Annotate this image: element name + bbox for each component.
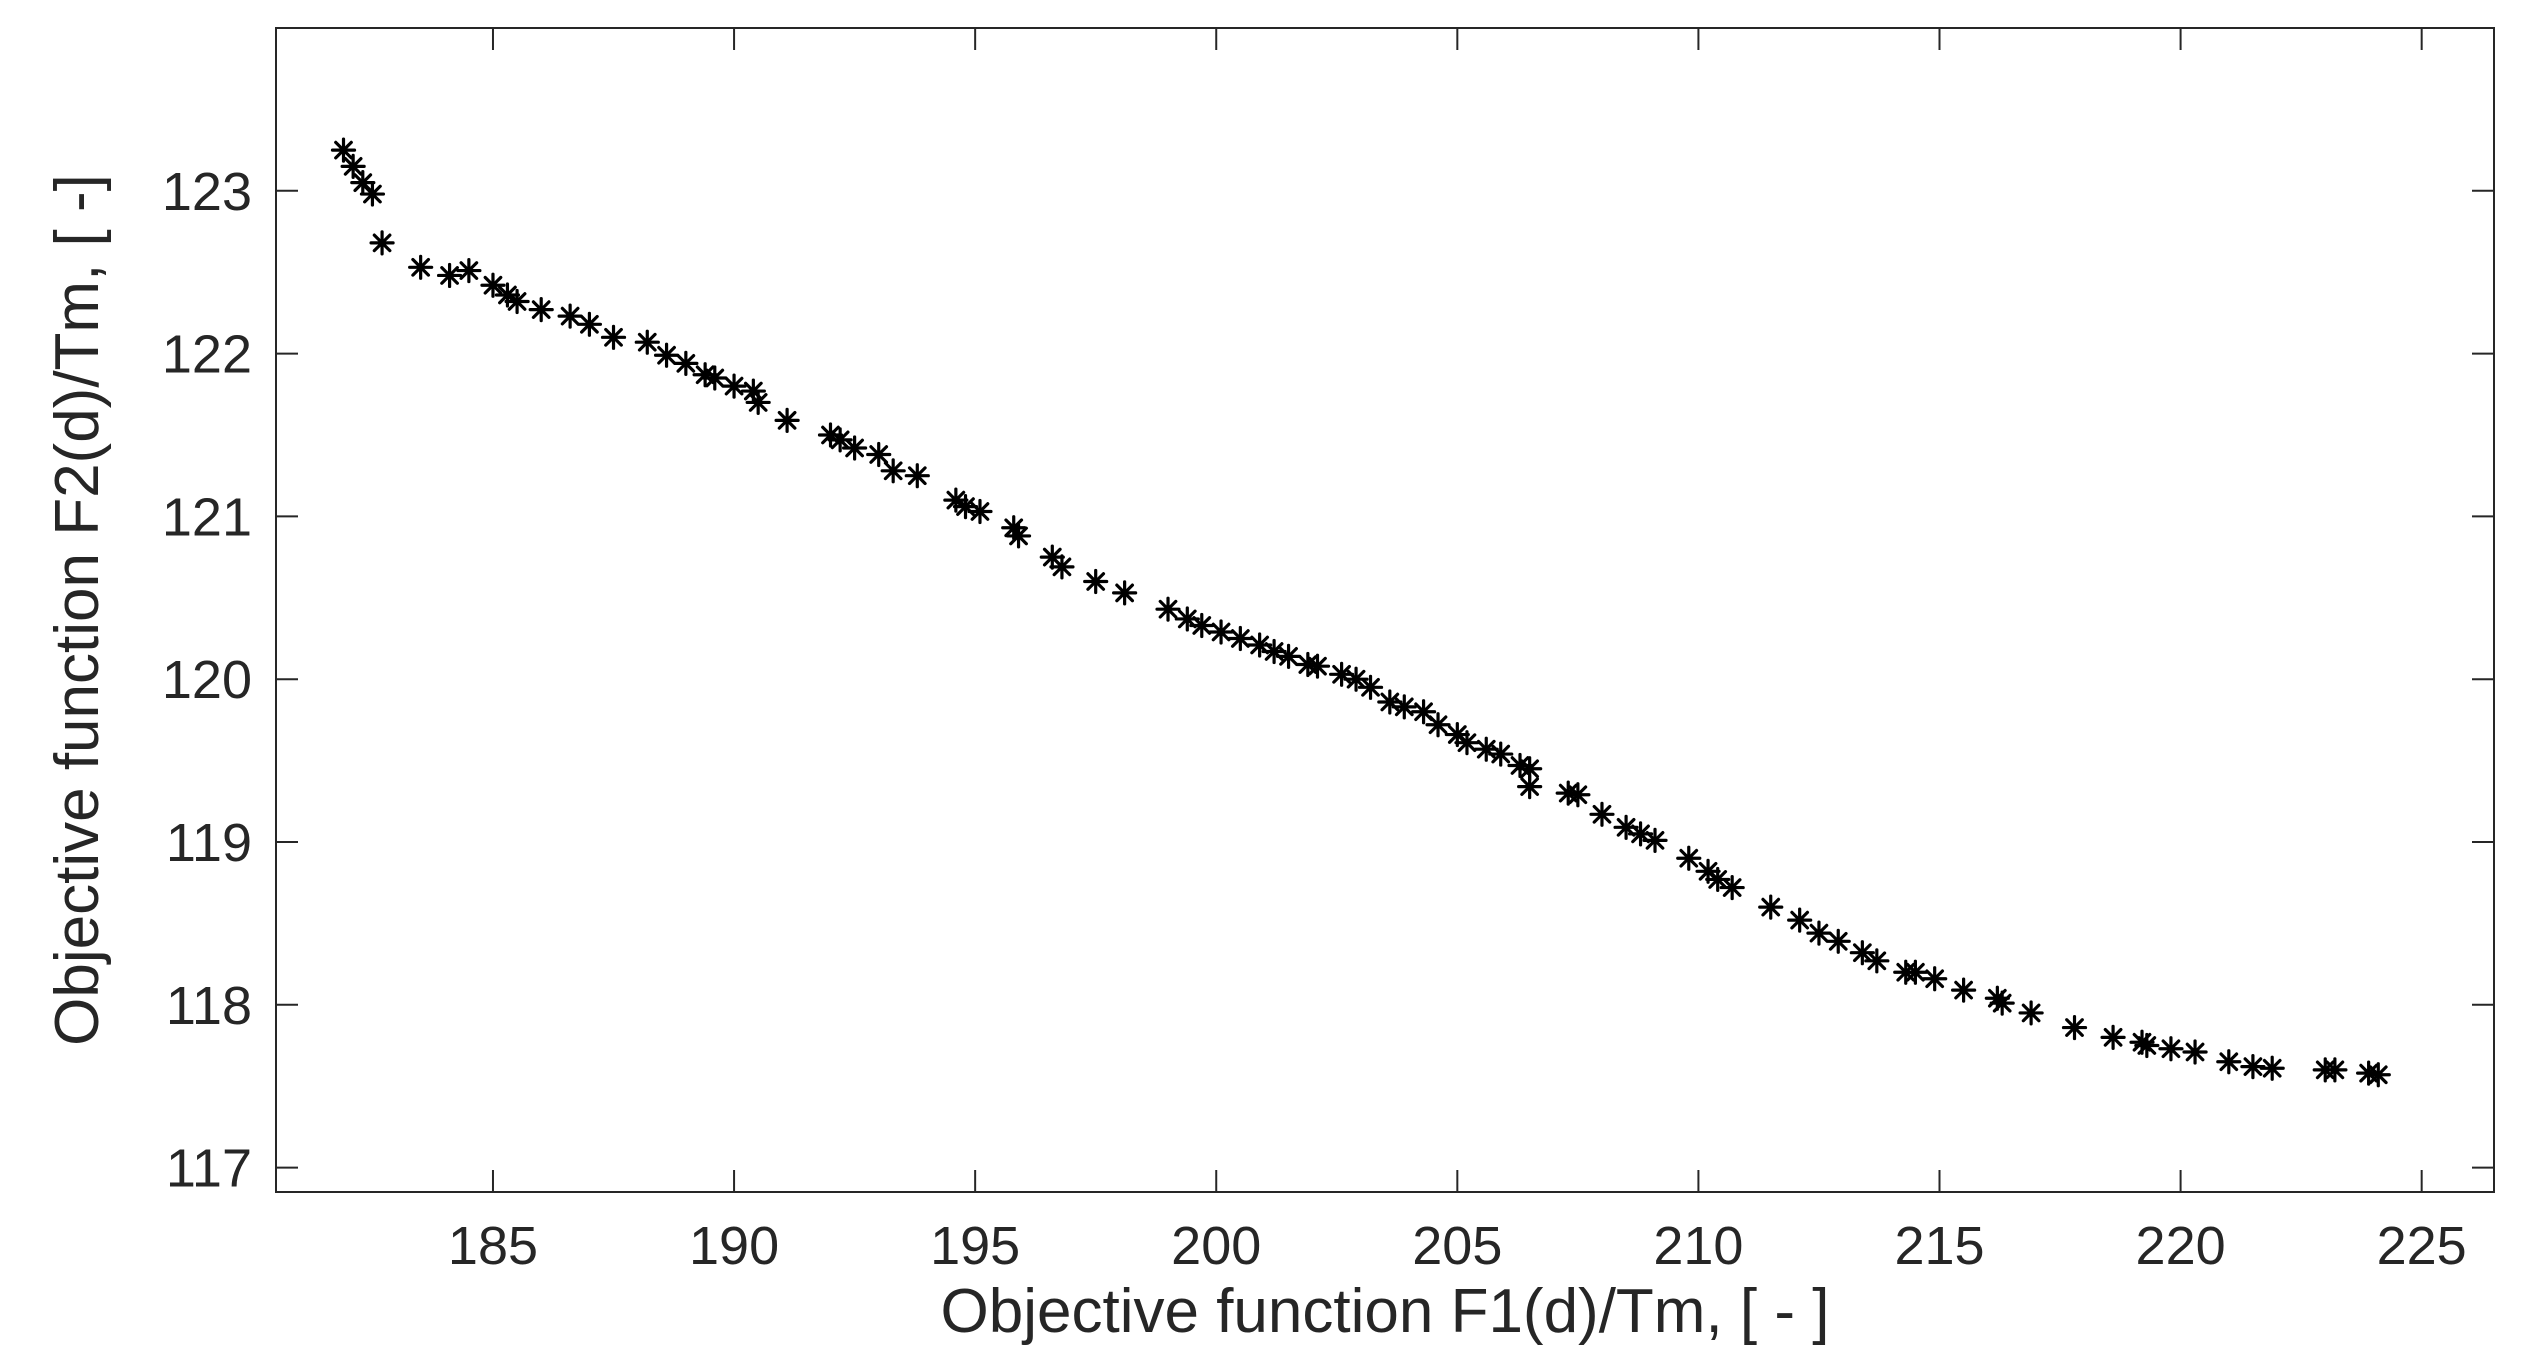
data-point (1787, 907, 1813, 933)
data-point (1083, 568, 1109, 595)
data-point (1864, 948, 1890, 974)
data-point (1275, 643, 1302, 669)
y-tick-label: 123 (162, 162, 252, 222)
x-tick-label: 185 (448, 1216, 538, 1276)
data-point (1758, 894, 1784, 920)
y-tick-label: 120 (162, 650, 252, 710)
x-tick-label: 190 (689, 1216, 779, 1276)
data-point (702, 365, 728, 391)
data-point (2216, 1049, 2242, 1075)
data-point (1849, 940, 1875, 966)
data-markers (330, 137, 2391, 1088)
data-point (2018, 1000, 2044, 1026)
data-point (866, 441, 892, 468)
data-point (369, 230, 395, 256)
data-point (2259, 1055, 2285, 1081)
y-tick-label: 117 (166, 1139, 252, 1199)
data-point (1304, 653, 1331, 679)
x-tick-label: 225 (2377, 1216, 2467, 1276)
data-point (480, 272, 506, 298)
data-point (359, 181, 386, 207)
data-point (340, 153, 366, 179)
y-tick-label: 121 (162, 487, 252, 547)
data-point (1951, 977, 1977, 1003)
data-point (653, 342, 680, 368)
data-point (1039, 544, 1065, 570)
y-tick-label: 119 (166, 813, 252, 873)
data-point (2322, 1057, 2348, 1083)
x-tick-label: 215 (1894, 1216, 1984, 1276)
x-tick-label: 220 (2136, 1216, 2226, 1276)
x-tick-label: 205 (1412, 1216, 1502, 1276)
data-point (673, 350, 699, 376)
x-tick-label: 210 (1653, 1216, 1743, 1276)
data-point (1676, 845, 1702, 871)
x-tick-label: 200 (1171, 1216, 1261, 1276)
data-point (456, 257, 482, 284)
data-point (634, 329, 660, 355)
data-point (1425, 712, 1451, 738)
data-point (1565, 782, 1591, 808)
data-point (774, 407, 800, 433)
data-point (1488, 741, 1514, 767)
y-axis-title: Objective function F2(d)/Tm, [ -] (43, 174, 112, 1046)
data-point (1922, 966, 1948, 992)
data-point (721, 373, 747, 399)
data-point (1454, 730, 1480, 756)
x-tick-label: 195 (930, 1216, 1020, 1276)
data-point (557, 303, 583, 329)
data-point (2100, 1024, 2126, 1050)
data-point (1208, 619, 1234, 645)
data-point (330, 137, 357, 163)
data-point (904, 463, 930, 489)
data-point (504, 288, 530, 315)
data-point (2365, 1062, 2391, 1088)
data-point (1391, 694, 1417, 720)
data-point (2182, 1039, 2208, 1065)
data-point (1902, 959, 1928, 985)
data-point (1049, 554, 1075, 580)
data-point (576, 311, 603, 337)
data-point (1989, 990, 2015, 1016)
data-point (2061, 1014, 2088, 1041)
data-point (1589, 801, 1615, 827)
data-point (408, 254, 434, 280)
data-point (1189, 612, 1215, 639)
data-point (967, 498, 993, 525)
data-point (1005, 523, 1032, 549)
data-point (745, 389, 771, 416)
data-point (1227, 625, 1253, 652)
data-point (1806, 920, 1832, 946)
data-point (436, 262, 463, 289)
data-point (827, 427, 853, 453)
data-point (600, 324, 627, 350)
data-point (1517, 774, 1543, 800)
y-tick-label: 122 (162, 325, 252, 385)
data-point (1719, 874, 1745, 901)
data-point (1825, 928, 1851, 954)
data-point (2158, 1036, 2184, 1062)
x-axis-ticks: 185 190 195 200 205 210 215 220 225 (448, 28, 2467, 1276)
data-point (1155, 596, 1181, 622)
data-point (880, 458, 906, 484)
data-point (1357, 674, 1384, 700)
data-point (1112, 580, 1138, 606)
data-point (2240, 1054, 2266, 1080)
x-axis-title: Objective function F1(d)/Tm, [ - ] (941, 1277, 1830, 1346)
plot-box (275, 27, 2495, 1193)
data-point (842, 435, 868, 461)
y-axis-ticks: 117 118 119 120 121 122 123 (162, 162, 2494, 1199)
data-point (1642, 827, 1668, 853)
data-point (2134, 1032, 2160, 1059)
y-tick-label: 118 (166, 976, 252, 1036)
data-point (528, 297, 554, 323)
